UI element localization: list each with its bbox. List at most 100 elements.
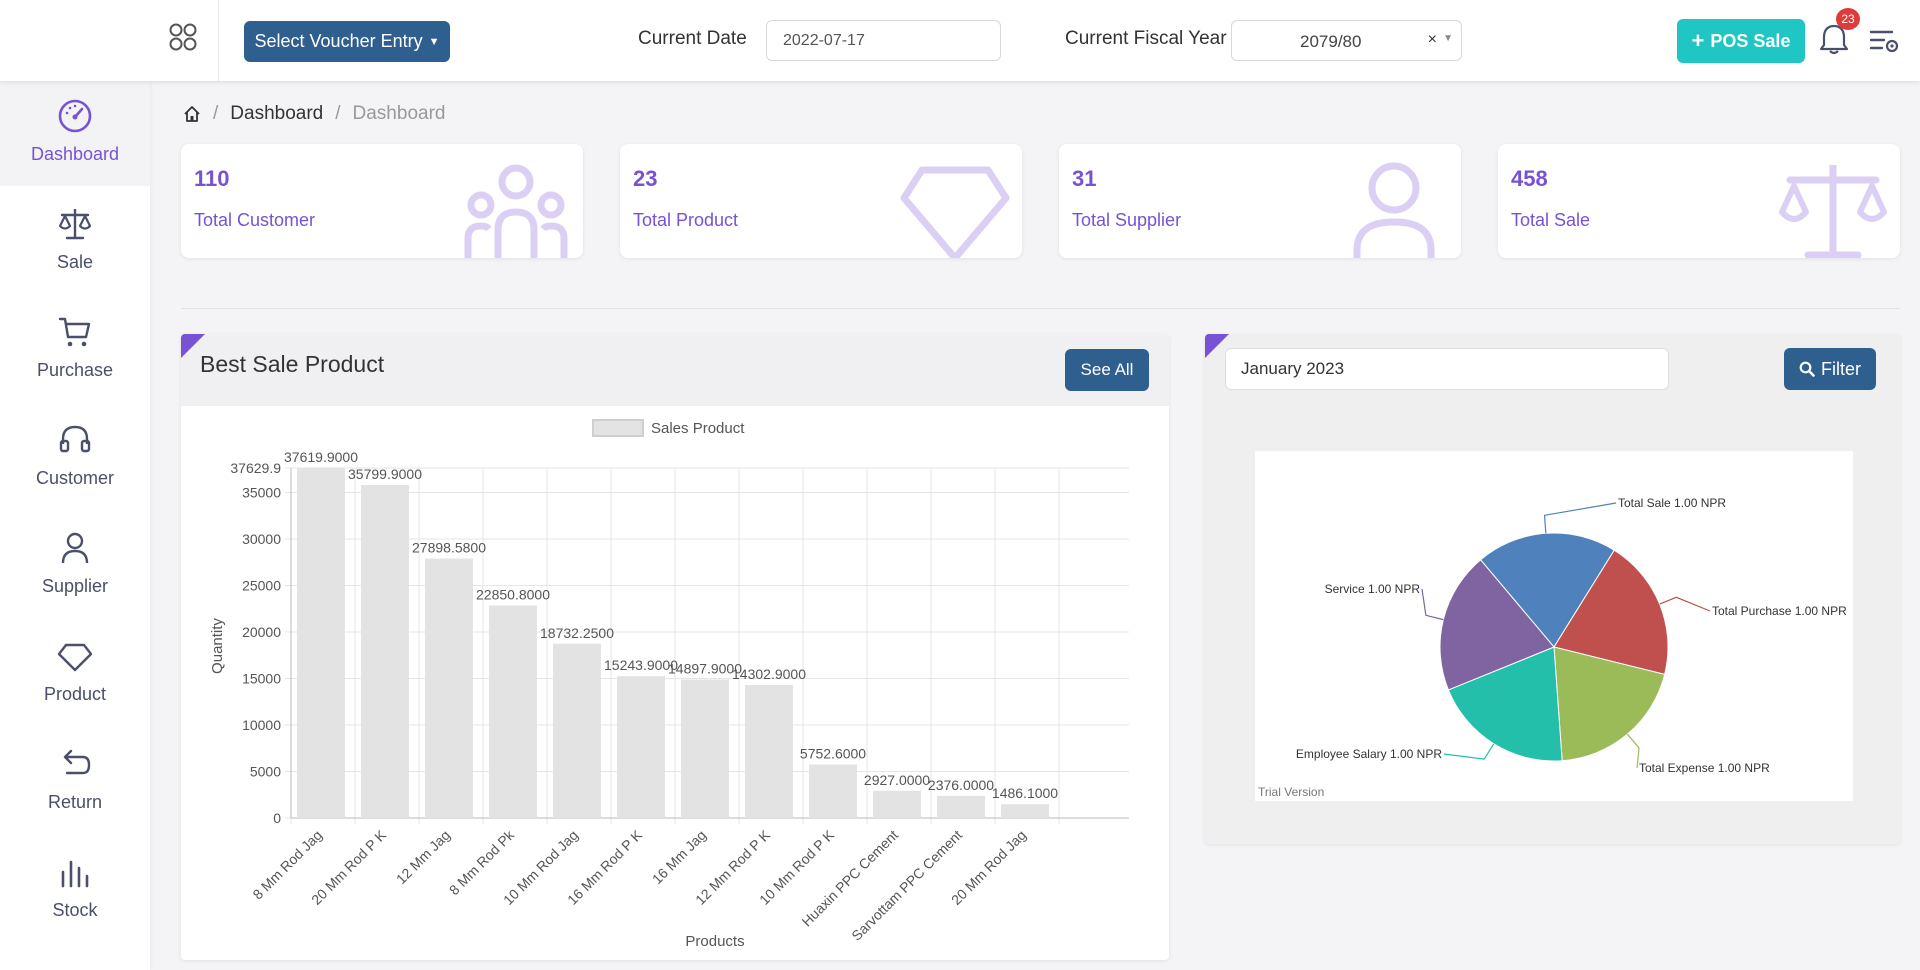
sidebar: Dashboard Sale Purchase Customer Sup (0, 81, 150, 970)
panel-title: Best Sale Product (200, 351, 385, 377)
chart-bar (1001, 804, 1049, 818)
bar-data-label: 27898.5800 (412, 540, 486, 556)
stat-card-supplier[interactable]: 31 Total Supplier (1059, 144, 1461, 258)
chart-bar (809, 764, 857, 818)
caret-down-icon: ▼ (428, 35, 440, 48)
sidebar-item-product[interactable]: Product (0, 621, 150, 726)
y-tick-label: 15000 (242, 670, 281, 686)
stat-value: 31 (1072, 166, 1097, 191)
month-value: January 2023 (1241, 359, 1345, 378)
y-tick-label: 37629.9 (230, 460, 281, 476)
pie-slice-label: Total Expense 1.00 NPR (1639, 761, 1770, 775)
current-date-label: Current Date (638, 28, 747, 49)
legend-swatch (592, 419, 644, 437)
sidebar-item-stock[interactable]: Stock (0, 837, 150, 942)
plus-icon: + (1691, 28, 1705, 53)
breadcrumb: / Dashboard / Dashboard (183, 103, 445, 125)
pie-leader-line (1443, 743, 1495, 760)
pie-chart-container: Total Sale 1.00 NPR Total Purchase 1.00 N… (1255, 451, 1853, 801)
y-tick-label: 5000 (250, 763, 281, 779)
section-divider (181, 308, 1900, 309)
y-tick-label: 0 (273, 810, 281, 826)
pie-leader-line (1626, 733, 1640, 769)
x-tick-label: 8 Mm Rod Pk (446, 826, 518, 898)
stat-card-sale[interactable]: 458 Total Sale (1498, 144, 1900, 258)
bar-data-label: 14302.9000 (732, 666, 806, 682)
search-icon (1799, 361, 1815, 377)
fiscal-year-label: Current Fiscal Year (1065, 28, 1227, 49)
pie-slice-label: Employee Salary 1.00 NPR (1296, 747, 1442, 761)
chart-bar (361, 485, 409, 818)
top-bar: Select Voucher Entry ▼ Current Date 2022… (0, 0, 1920, 81)
chart-bar (681, 679, 729, 818)
cart-icon (58, 317, 91, 347)
brand-area (0, 0, 219, 81)
fiscal-year-value: 2079/80 (1300, 32, 1362, 51)
pie-slice (1439, 559, 1555, 691)
stat-label: Total Customer (194, 210, 316, 230)
stat-value: 458 (1511, 166, 1548, 191)
fiscal-year-select[interactable]: 2079/80 × ▼ (1231, 20, 1462, 61)
diamond-icon (900, 166, 1010, 258)
x-tick-label: 12 Mm Jag (393, 827, 453, 887)
month-input[interactable]: January 2023 (1225, 348, 1669, 390)
pie-leader-line (1543, 502, 1617, 534)
y-tick-label: 30000 (242, 531, 281, 547)
y-tick-label: 25000 (242, 577, 281, 593)
clear-icon[interactable]: × (1427, 31, 1437, 48)
pie-summary-panel: January 2023 Filter Total Sale 1.00 NPR T… (1205, 334, 1900, 844)
chart-bar (745, 684, 793, 818)
user-icon (61, 532, 89, 564)
breadcrumb-item[interactable]: Dashboard (230, 103, 324, 124)
users-icon (464, 164, 568, 258)
pos-sale-button[interactable]: + POS Sale (1677, 19, 1805, 63)
select-voucher-entry-button[interactable]: Select Voucher Entry ▼ (244, 21, 450, 62)
chevron-down-icon[interactable]: ▼ (1443, 33, 1453, 44)
sidebar-item-sale[interactable]: Sale (0, 189, 150, 294)
y-tick-label: 35000 (242, 484, 281, 500)
stat-card-customer[interactable]: 110 Total Customer (181, 144, 583, 258)
y-axis-title: Quantity (209, 618, 226, 674)
pie-slice-label: Total Purchase 1.00 NPR (1712, 604, 1847, 618)
pie-leader-line (1659, 596, 1711, 612)
sidebar-item-purchase[interactable]: Purchase (0, 297, 150, 402)
panel-corner-accent (181, 334, 205, 358)
home-icon[interactable] (183, 105, 201, 123)
stat-card-product[interactable]: 23 Total Product (620, 144, 1022, 258)
breadcrumb-separator: / (213, 103, 219, 124)
stat-label: Total Product (633, 210, 739, 230)
scale-icon (58, 209, 92, 240)
sidebar-item-label: Customer (35, 468, 115, 488)
current-date-input[interactable]: 2022-07-17 (766, 20, 1001, 61)
chart-bar (297, 468, 345, 818)
bar-data-label: 2376.0000 (928, 777, 994, 793)
legend-label: Sales Product (651, 420, 745, 437)
bar-data-label: 35799.9000 (348, 466, 422, 482)
chart-bar (553, 643, 601, 818)
scale-icon (1779, 165, 1887, 258)
bar-data-label: 37619.9000 (284, 449, 358, 465)
apps-grid-icon[interactable] (168, 22, 198, 52)
filter-button[interactable]: Filter (1784, 348, 1876, 390)
stat-label: Total Sale (1511, 210, 1591, 230)
see-all-button[interactable]: See All (1065, 349, 1149, 391)
voucher-button-label: Select Voucher Entry (254, 31, 423, 51)
diamond-icon (57, 643, 93, 672)
menu-settings-icon[interactable] (1868, 25, 1900, 57)
bar-data-label: 18732.2500 (540, 625, 614, 641)
undo-icon (63, 749, 91, 775)
stat-value: 110 (194, 166, 230, 191)
sidebar-item-dashboard[interactable]: Dashboard (0, 81, 150, 186)
user-icon (1353, 162, 1435, 258)
sidebar-item-supplier[interactable]: Supplier (0, 513, 150, 618)
pie-slice-label: Service 1.00 NPR (1325, 582, 1421, 596)
pos-sale-label: POS Sale (1710, 30, 1791, 51)
y-tick-label: 10000 (242, 717, 281, 733)
sidebar-item-return[interactable]: Return (0, 729, 150, 834)
sidebar-item-customer[interactable]: Customer (0, 405, 150, 510)
best-sale-bar-chart: 37629.9 35000 30000 25000 20000 15000 10000 500… (209, 419, 1129, 950)
bar-data-label: 14897.9000 (668, 660, 742, 676)
bar-chart-icon (61, 860, 89, 888)
sidebar-item-label: Product (43, 684, 107, 704)
pie-leader-line (1421, 588, 1444, 621)
